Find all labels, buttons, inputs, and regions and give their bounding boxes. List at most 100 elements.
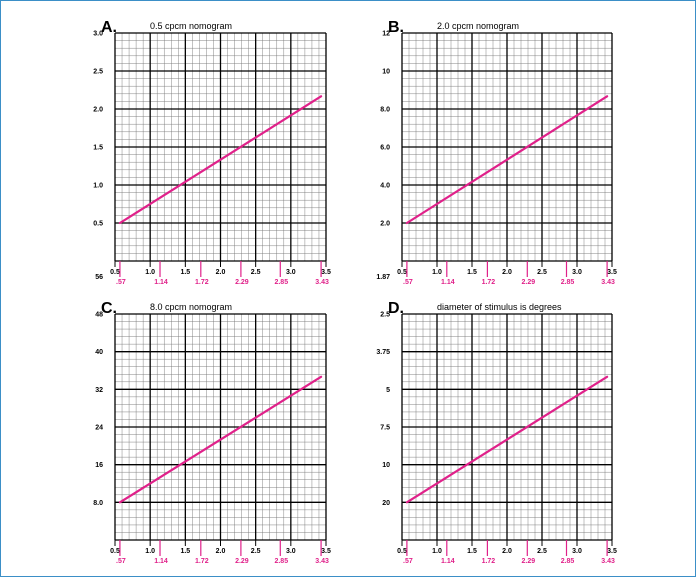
panel-title: 8.0 cpcm nomogram [150,302,232,312]
y-tick-label: 20 [382,500,390,507]
major-grid [401,32,613,262]
x-tick-label: 2.0 [216,269,226,276]
panel-letter: D. [388,300,404,317]
major-grid [114,313,327,541]
y-tick-label: 3.0 [93,31,103,38]
x-secondary-tick-label: 2.29 [235,558,249,565]
x-tick-label: 1.0 [432,548,442,555]
y-tick-label: 2.0 [93,107,103,114]
x-tick-label: 3.0 [572,548,582,555]
x-tick-label: 1.5 [180,269,190,276]
panel-d: D. diameter of stimulus is degrees 20 10 7.5… [376,274,617,565]
x-tick-label: 3.0 [572,269,582,276]
x-tick-label: 1.0 [432,269,442,276]
y-tick-label: 24 [95,425,103,432]
panel-letter: B. [388,19,404,36]
x-tick-label: 2.0 [502,269,512,276]
y-tick-label: 7.5 [380,425,390,432]
panel-a: A. 0.5 cpcm nomogram 0.5 1.0 1.5 2.0 2.5 3.0 3.5… [93,19,331,286]
y-tick-label: 1.0 [93,183,103,190]
y-tick-label: 3.75 [376,349,390,356]
x-secondary-tick-label: 2.85 [274,558,288,565]
y-tick-label: 5 [386,387,390,394]
y-tick-label: 8.0 [380,107,390,114]
x-secondary-tick-label: .57 [403,558,413,565]
y-tick-label: 40 [95,349,103,356]
x-tick-label: 3.5 [607,269,617,276]
y-tick-label: 12 [382,31,390,38]
x-tick-label: 1.5 [180,548,190,555]
x-secondary-tick-label: 1.14 [441,558,455,565]
x-secondary-tick-label: 2.29 [235,279,249,286]
series-line [405,95,609,225]
x-tick-label: 3.0 [286,548,296,555]
x-secondary-tick-label: 2.85 [561,279,575,286]
x-secondary-tick-label: 1.72 [195,558,209,565]
x-secondary-tick-label: 2.85 [274,279,288,286]
y-tick-label: 48 [95,312,103,319]
x-tick-label: 0.5 [397,548,407,555]
x-tick-label: 3.5 [607,548,617,555]
major-grid [401,313,613,541]
y-tick-label: 6.0 [380,145,390,152]
x-tick-label: 0.5 [110,548,120,555]
y-tick-label: 2.5 [93,69,103,76]
x-secondary-tick-label: 1.72 [195,279,209,286]
x-tick-label: 1.5 [467,269,477,276]
y-tick-label: 10 [382,462,390,469]
x-secondary-tick-label: 2.85 [561,558,575,565]
x-tick-label: 2.5 [537,269,547,276]
y-tick-label: 32 [95,387,103,394]
x-tick-label: 2.5 [251,548,261,555]
x-secondary-tick-label: 3.43 [601,279,615,286]
y-tick-label: 8.0 [93,500,103,507]
panel-title: 0.5 cpcm nomogram [150,21,232,31]
x-tick-label: 2.5 [251,269,261,276]
x-secondary-tick-label: 1.72 [482,558,496,565]
panel-letter: C. [101,300,117,317]
series-line [118,95,323,225]
x-tick-label: 2.5 [537,548,547,555]
series-line [118,375,323,504]
x-tick-label: 2.0 [216,548,226,555]
x-tick-label: 3.5 [321,548,331,555]
x-secondary-tick-label: 1.72 [482,279,496,286]
panel-title: diameter of stimulus is degrees [437,302,562,312]
y-tick-label: 1.5 [93,145,103,152]
y-tick-label: 1.87 [376,274,390,281]
x-tick-label: 0.5 [397,269,407,276]
x-tick-label: 3.0 [286,269,296,276]
panel-c: C. 8.0 cpcm nomogram 8.0 16 24 32 40 48 56 0.5 1.0… [93,274,331,565]
x-secondary-tick-label: 3.43 [315,558,329,565]
y-tick-label: 2.5 [380,312,390,319]
x-secondary-tick-label: 3.43 [601,558,615,565]
y-tick-label: 56 [95,274,103,281]
x-secondary-tick-label: .57 [403,279,413,286]
panel-title: 2.0 cpcm nomogram [437,21,519,31]
x-tick-label: 1.5 [467,548,477,555]
x-tick-label: 2.0 [502,548,512,555]
x-secondary-tick-label: .57 [116,279,126,286]
x-tick-label: 0.5 [110,269,120,276]
x-tick-label: 1.0 [145,548,155,555]
x-secondary-tick-label: 3.43 [315,279,329,286]
x-secondary-tick-label: 2.29 [521,279,535,286]
y-tick-label: 10 [382,69,390,76]
x-tick-label: 1.0 [145,269,155,276]
x-secondary-tick-label: 1.14 [441,279,455,286]
x-secondary-tick-label: .57 [116,558,126,565]
y-tick-label: 4.0 [380,183,390,190]
panel-letter: A. [101,19,117,36]
major-grid [114,32,327,262]
y-tick-label: 2.0 [380,221,390,228]
x-secondary-tick-label: 1.14 [154,558,168,565]
panel-b: B.2.0 cpcm nomogram2.04.06.08.01012150.5… [380,19,617,286]
y-tick-label: 16 [95,462,103,469]
x-tick-label: 3.5 [321,269,331,276]
x-secondary-tick-label: 1.14 [154,279,168,286]
x-secondary-tick-label: 2.29 [521,558,535,565]
y-tick-label: 0.5 [93,221,103,228]
series-line [405,375,609,504]
